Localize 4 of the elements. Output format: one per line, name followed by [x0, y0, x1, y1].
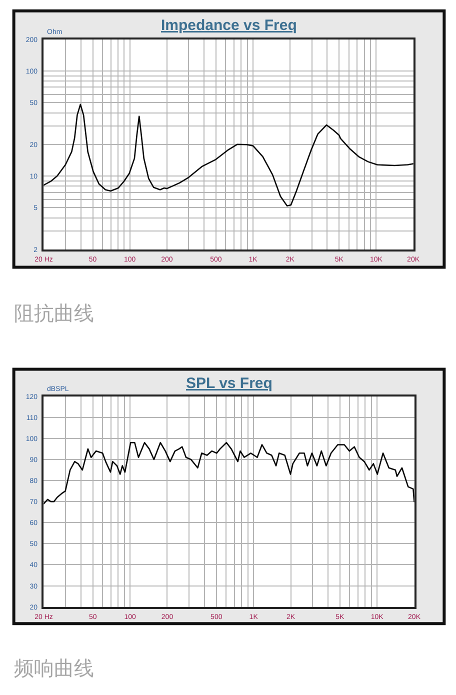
text: 频响曲线: [14, 656, 94, 680]
chart-title: SPL vs Freq: [186, 375, 272, 392]
chart-title: Impedance vs Freq: [161, 17, 297, 34]
text: 阻抗曲线: [14, 301, 94, 325]
